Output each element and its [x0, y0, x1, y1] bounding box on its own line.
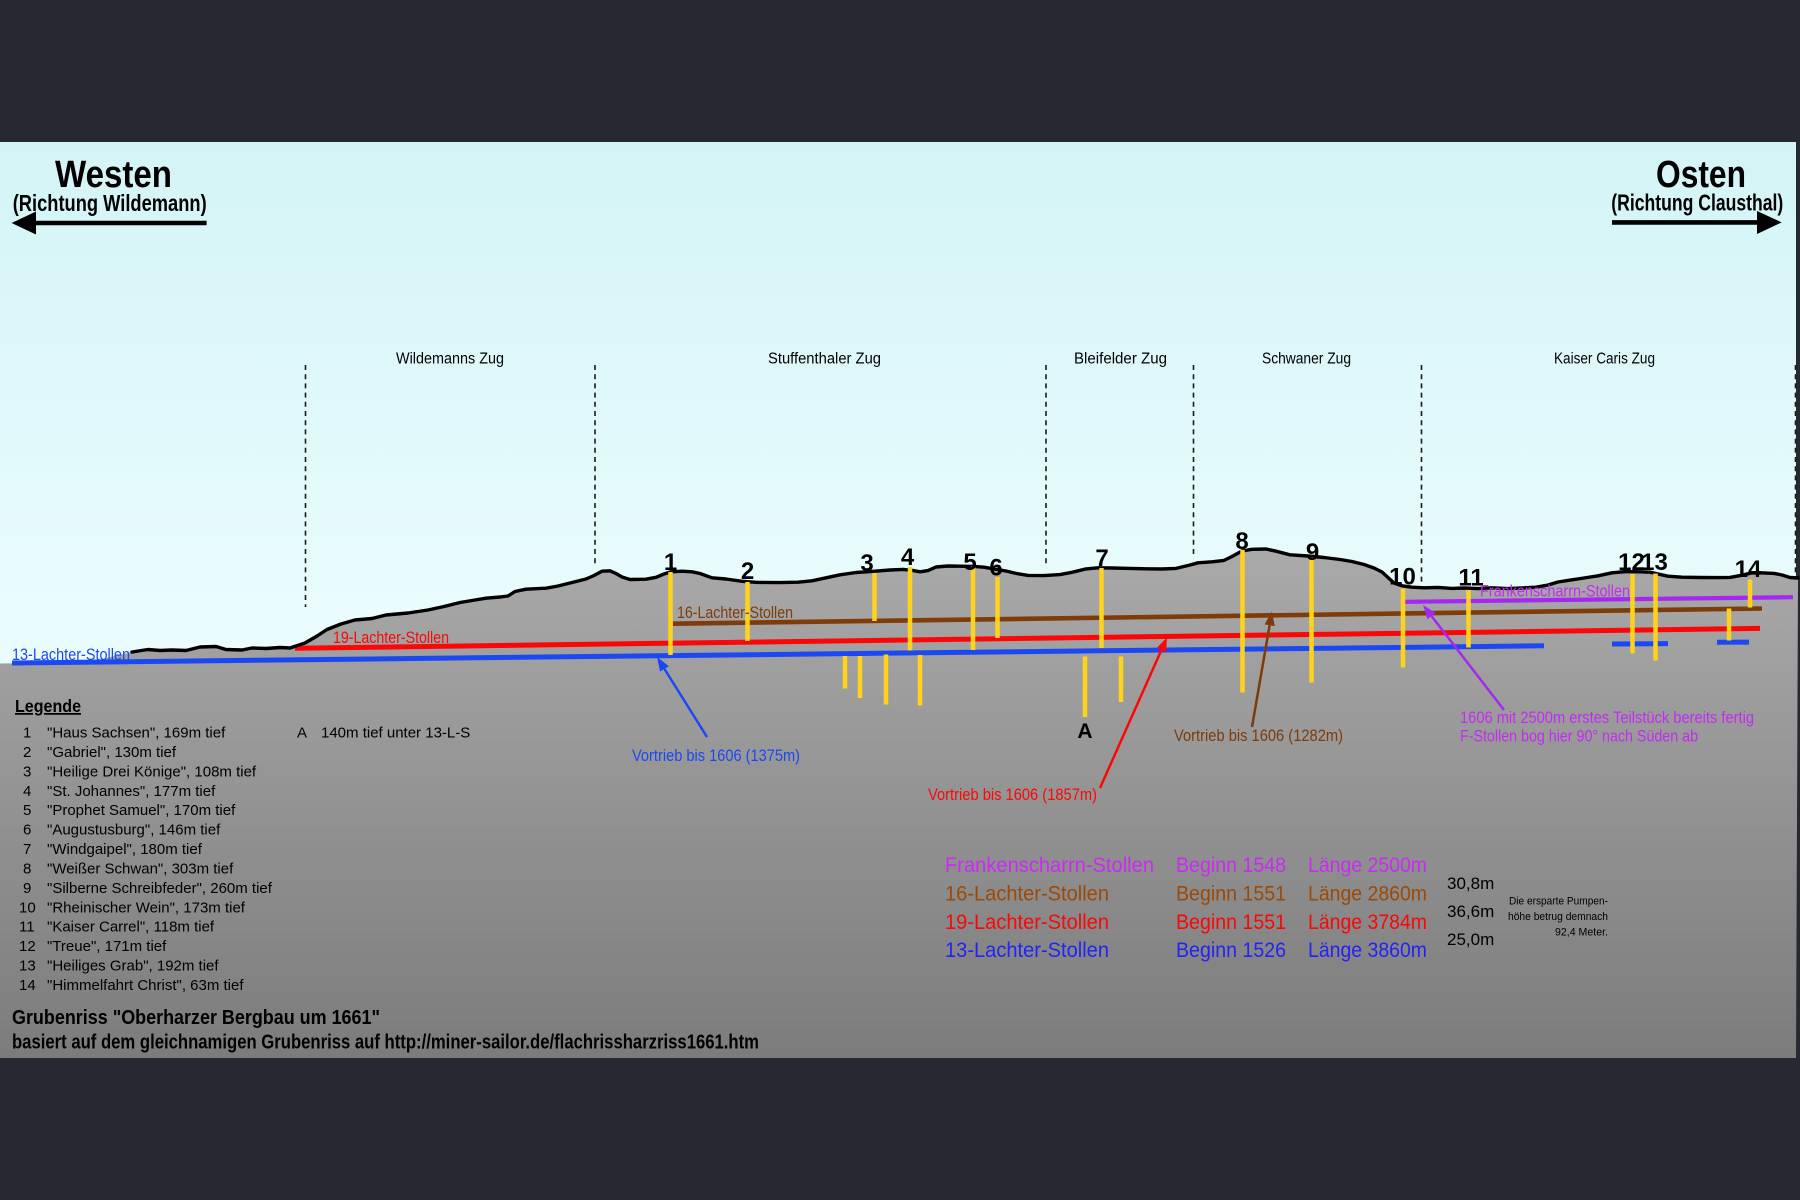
svg-text:"Windgaipel", 180m tief: "Windgaipel", 180m tief — [47, 841, 203, 858]
svg-text:Osten: Osten — [1656, 154, 1746, 196]
svg-text:13: 13 — [19, 958, 36, 975]
svg-text:13-Lachter-Stollen: 13-Lachter-Stollen — [945, 939, 1109, 962]
svg-text:Länge 3860m: Länge 3860m — [1308, 939, 1427, 962]
svg-text:3: 3 — [23, 763, 31, 780]
svg-text:5: 5 — [963, 549, 976, 576]
svg-text:"Haus Sachsen", 169m tief: "Haus Sachsen", 169m tief — [47, 725, 226, 742]
svg-text:19-Lachter-Stollen: 19-Lachter-Stollen — [945, 911, 1109, 934]
svg-text:"Treue", 171m tief: "Treue", 171m tief — [47, 938, 167, 955]
svg-text:Frankenscharrn-Stollen: Frankenscharrn-Stollen — [1480, 583, 1630, 601]
svg-text:Wildemanns Zug: Wildemanns Zug — [396, 351, 504, 368]
svg-text:Beginn 1551: Beginn 1551 — [1176, 911, 1286, 934]
svg-text:30,8m: 30,8m — [1447, 874, 1494, 893]
svg-text:Beginn 1548: Beginn 1548 — [1176, 854, 1286, 877]
svg-text:Westen: Westen — [55, 154, 172, 196]
svg-text:Schwaner Zug: Schwaner Zug — [1262, 351, 1351, 368]
svg-text:36,6m: 36,6m — [1447, 902, 1494, 921]
svg-text:1: 1 — [23, 725, 31, 742]
svg-text:Länge 2500m: Länge 2500m — [1308, 854, 1427, 877]
svg-text:13: 13 — [1641, 549, 1668, 576]
svg-text:4: 4 — [901, 544, 915, 571]
svg-text:"Prophet Samuel", 170m tief: "Prophet Samuel", 170m tief — [47, 802, 236, 819]
svg-text:"Weißer Schwan", 303m tief: "Weißer Schwan", 303m tief — [47, 860, 234, 877]
svg-text:9: 9 — [23, 880, 31, 897]
svg-text:Grubenriss "Oberharzer Bergbau: Grubenriss "Oberharzer Bergbau um 1661" — [12, 1006, 380, 1029]
svg-text:8: 8 — [1235, 528, 1248, 555]
svg-text:"Kaiser Carrel", 118m tief: "Kaiser Carrel", 118m tief — [47, 919, 215, 936]
svg-text:Beginn 1551: Beginn 1551 — [1176, 883, 1286, 906]
svg-text:7: 7 — [1095, 545, 1108, 572]
svg-text:Länge 3784m: Länge 3784m — [1308, 911, 1427, 934]
svg-text:F-Stollen bog hier 90° nach Sü: F-Stollen bog hier 90° nach Süden ab — [1460, 727, 1698, 746]
svg-text:6: 6 — [989, 555, 1002, 582]
svg-text:6: 6 — [23, 822, 31, 839]
svg-text:"Heilige Drei Könige", 108m ti: "Heilige Drei Könige", 108m tief — [47, 763, 257, 780]
svg-text:"Himmelfahrt Christ", 63m tief: "Himmelfahrt Christ", 63m tief — [47, 977, 244, 994]
svg-text:3: 3 — [860, 550, 873, 577]
svg-text:9: 9 — [1306, 539, 1319, 566]
svg-text:7: 7 — [23, 841, 31, 858]
svg-text:11: 11 — [19, 919, 35, 936]
svg-text:"Rheinischer Wein", 173m tief: "Rheinischer Wein", 173m tief — [47, 899, 246, 916]
svg-text:"Gabriel", 130m tief: "Gabriel", 130m tief — [47, 744, 177, 761]
svg-text:"Augustusburg", 146m tief: "Augustusburg", 146m tief — [47, 822, 221, 839]
svg-text:"Silberne Schreibfeder", 260m: "Silberne Schreibfeder", 260m tief — [47, 880, 273, 897]
svg-text:Länge 2860m: Länge 2860m — [1308, 883, 1427, 906]
svg-text:13-Lachter-Stollen: 13-Lachter-Stollen — [12, 646, 130, 664]
svg-text:basiert auf dem gleichnamigen: basiert auf dem gleichnamigen Grubenriss… — [12, 1031, 759, 1054]
svg-text:16-Lachter-Stollen: 16-Lachter-Stollen — [677, 604, 793, 622]
svg-text:14: 14 — [1735, 556, 1762, 583]
svg-text:92,4 Meter.: 92,4 Meter. — [1555, 927, 1608, 939]
svg-text:Stuffenthaler Zug: Stuffenthaler Zug — [768, 351, 881, 368]
svg-text:4: 4 — [23, 783, 31, 800]
svg-text:12: 12 — [19, 938, 36, 955]
svg-text:1606 mit 2500m erstes Teilstüc: 1606 mit 2500m erstes Teilstück bereits … — [1460, 708, 1754, 727]
svg-text:(Richtung Wildemann): (Richtung Wildemann) — [13, 190, 207, 216]
svg-text:A: A — [297, 725, 307, 742]
svg-text:Frankenscharrn-Stollen: Frankenscharrn-Stollen — [945, 854, 1154, 877]
svg-text:11: 11 — [1458, 565, 1483, 592]
svg-text:Vortrieb bis 1606 (1375m): Vortrieb bis 1606 (1375m) — [632, 746, 800, 765]
svg-text:14: 14 — [19, 977, 36, 994]
svg-text:Vortrieb bis 1606 (1857m): Vortrieb bis 1606 (1857m) — [928, 785, 1097, 804]
svg-text:19-Lachter-Stollen: 19-Lachter-Stollen — [333, 629, 449, 647]
svg-text:5: 5 — [23, 802, 31, 819]
svg-text:140m tief unter 13-L-S: 140m tief unter 13-L-S — [321, 725, 470, 742]
svg-text:Bleifelder Zug: Bleifelder Zug — [1074, 351, 1167, 368]
svg-text:höhe betrug demnach: höhe betrug demnach — [1508, 911, 1608, 923]
svg-text:16-Lachter-Stollen: 16-Lachter-Stollen — [945, 883, 1109, 906]
svg-text:Kaiser Caris Zug: Kaiser Caris Zug — [1554, 351, 1655, 368]
svg-text:"St. Johannes", 177m tief: "St. Johannes", 177m tief — [47, 783, 216, 800]
svg-text:10: 10 — [19, 899, 36, 916]
svg-text:Vortrieb bis 1606 (1282m): Vortrieb bis 1606 (1282m) — [1174, 726, 1343, 745]
svg-text:Beginn 1526: Beginn 1526 — [1176, 939, 1286, 962]
svg-text:25,0m: 25,0m — [1447, 930, 1494, 949]
svg-text:12: 12 — [1618, 549, 1645, 576]
svg-text:2: 2 — [23, 744, 31, 761]
svg-text:10: 10 — [1389, 564, 1416, 591]
svg-text:A: A — [1077, 720, 1092, 743]
svg-text:Legende: Legende — [15, 696, 81, 716]
svg-text:(Richtung Clausthal): (Richtung Clausthal) — [1611, 190, 1783, 216]
svg-text:8: 8 — [23, 860, 31, 877]
svg-text:Die ersparte Pumpen-: Die ersparte Pumpen- — [1509, 896, 1608, 908]
svg-text:2: 2 — [741, 558, 754, 585]
svg-text:1: 1 — [664, 549, 677, 576]
svg-text:"Heiliges Grab", 192m tief: "Heiliges Grab", 192m tief — [47, 958, 219, 975]
